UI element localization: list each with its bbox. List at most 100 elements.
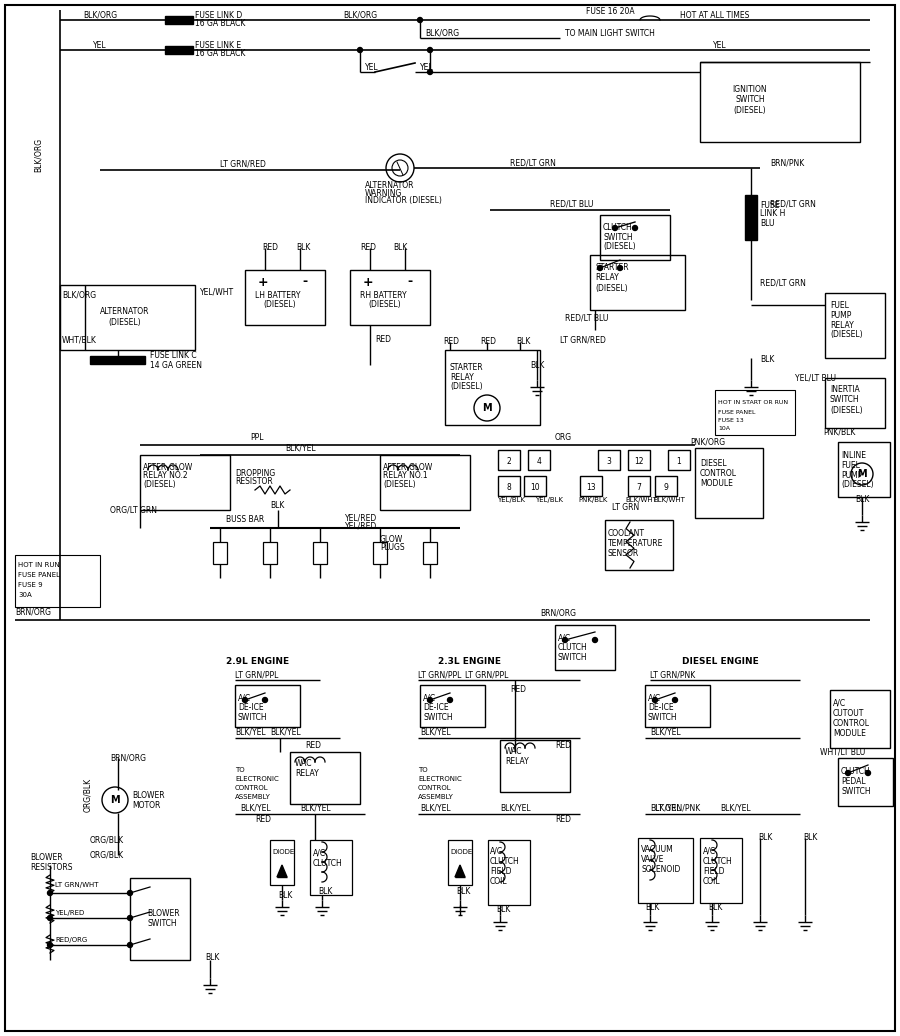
Text: BUSS BAR: BUSS BAR	[226, 516, 264, 524]
Text: 10: 10	[530, 484, 540, 492]
Text: (DIESEL): (DIESEL)	[830, 405, 862, 414]
Text: FUSE LINK C: FUSE LINK C	[150, 350, 196, 359]
Text: 13: 13	[586, 484, 596, 492]
Bar	[373, 542, 387, 564]
Text: 12: 12	[634, 458, 644, 466]
Text: BLK/YEL: BLK/YEL	[235, 727, 266, 737]
Text: YEL/BLK: YEL/BLK	[535, 497, 563, 503]
Text: A/C: A/C	[490, 846, 503, 856]
Circle shape	[428, 697, 433, 702]
Text: TO: TO	[235, 767, 245, 773]
Text: FUSE LINK E: FUSE LINK E	[195, 40, 241, 50]
Bar	[500, 740, 570, 792]
Polygon shape	[455, 865, 465, 877]
Text: DIESEL: DIESEL	[700, 459, 726, 467]
Text: BLK/YEL: BLK/YEL	[650, 727, 680, 737]
Text: A/C: A/C	[313, 848, 326, 858]
Bar	[420, 685, 485, 727]
Text: LT GRN/RED: LT GRN/RED	[220, 160, 266, 169]
Text: LT GRN/WHT: LT GRN/WHT	[55, 882, 98, 888]
Text: LT GRN/PNK: LT GRN/PNK	[655, 804, 700, 812]
Text: YEL: YEL	[94, 40, 107, 50]
Text: BLK/ORG: BLK/ORG	[343, 10, 377, 20]
Text: YEL/RED: YEL/RED	[55, 910, 85, 916]
Bar	[628, 450, 650, 470]
Text: INERTIA: INERTIA	[830, 385, 860, 395]
Text: BLK: BLK	[645, 903, 660, 913]
Text: YEL/RED: YEL/RED	[345, 514, 377, 522]
Text: BLK/WHT: BLK/WHT	[653, 497, 685, 503]
Text: FUSE 16 20A: FUSE 16 20A	[586, 7, 634, 17]
Text: COIL: COIL	[703, 876, 721, 886]
Text: ASSEMBLY: ASSEMBLY	[235, 794, 271, 800]
Text: PUMP: PUMP	[841, 470, 862, 480]
Text: SWITCH: SWITCH	[238, 714, 267, 722]
Text: 16 GA BLACK: 16 GA BLACK	[195, 19, 246, 28]
Text: CONTROL: CONTROL	[235, 785, 268, 792]
Text: (DIESEL): (DIESEL)	[263, 300, 295, 310]
Text: +: +	[363, 276, 374, 288]
Bar	[85, 285, 195, 350]
Text: FUSE LINK D: FUSE LINK D	[195, 10, 242, 20]
Bar	[715, 390, 795, 435]
Text: PNK/BLK: PNK/BLK	[578, 497, 608, 503]
Text: LH BATTERY: LH BATTERY	[255, 290, 301, 299]
Text: BLK/YEL: BLK/YEL	[240, 804, 271, 812]
Circle shape	[866, 771, 870, 776]
Text: RED/ORG: RED/ORG	[55, 937, 87, 943]
Text: BLK/YEL: BLK/YEL	[650, 804, 680, 812]
Text: -: -	[407, 276, 412, 288]
Text: 3: 3	[607, 458, 611, 466]
Bar	[445, 350, 540, 425]
Text: FUSE PANEL: FUSE PANEL	[718, 409, 755, 414]
Text: LT GRN/PPL: LT GRN/PPL	[465, 670, 508, 680]
Circle shape	[48, 916, 52, 921]
Text: LT GRN/RED: LT GRN/RED	[560, 336, 606, 345]
Text: STARTER: STARTER	[450, 364, 483, 373]
Text: (DIESEL): (DIESEL)	[383, 481, 416, 489]
Bar	[165, 16, 193, 24]
Bar	[628, 476, 650, 496]
Text: LT GRN/PPL: LT GRN/PPL	[418, 670, 462, 680]
Text: 2.9L ENGINE: 2.9L ENGINE	[227, 658, 290, 666]
Text: SENSOR: SENSOR	[608, 548, 639, 557]
Text: 2.3L ENGINE: 2.3L ENGINE	[438, 658, 501, 666]
Circle shape	[128, 916, 132, 921]
Text: WAC: WAC	[505, 748, 523, 756]
Text: YEL: YEL	[365, 62, 379, 71]
Circle shape	[613, 226, 617, 230]
Text: FUEL: FUEL	[830, 300, 849, 310]
Circle shape	[851, 463, 873, 485]
Bar	[638, 838, 693, 903]
Text: BLU: BLU	[760, 219, 775, 228]
Text: BLK/YEL: BLK/YEL	[270, 727, 301, 737]
Text: BLK/ORG: BLK/ORG	[83, 10, 117, 20]
Text: BLK/YEL: BLK/YEL	[420, 804, 451, 812]
Text: CLUTCH: CLUTCH	[313, 859, 343, 867]
Text: SWITCH: SWITCH	[735, 95, 765, 105]
Text: RELAY: RELAY	[830, 320, 854, 329]
Bar	[423, 542, 437, 564]
Text: PNK/BLK: PNK/BLK	[823, 428, 855, 436]
Text: CUTOUT: CUTOUT	[833, 709, 864, 718]
Text: STARTER: STARTER	[595, 263, 628, 272]
Circle shape	[617, 265, 623, 270]
Text: BLOWER: BLOWER	[147, 909, 180, 918]
Text: SWITCH: SWITCH	[830, 396, 860, 404]
Text: RED: RED	[555, 741, 571, 749]
Text: FIELD: FIELD	[703, 866, 724, 875]
Circle shape	[447, 697, 453, 702]
Text: M: M	[857, 469, 867, 479]
Text: ORG/BLK: ORG/BLK	[90, 835, 124, 844]
Bar	[350, 270, 430, 325]
Text: SOLENOID: SOLENOID	[641, 865, 680, 874]
Text: BLK/YEL: BLK/YEL	[500, 804, 531, 812]
Text: HOT IN START OR RUN: HOT IN START OR RUN	[718, 400, 788, 404]
Text: BLK: BLK	[456, 888, 471, 896]
Text: SWITCH: SWITCH	[603, 232, 633, 241]
Text: (DIESEL): (DIESEL)	[143, 481, 176, 489]
Text: MODULE: MODULE	[833, 728, 866, 738]
Circle shape	[428, 48, 433, 53]
Text: PLUGS: PLUGS	[380, 544, 405, 552]
Text: RELAY: RELAY	[595, 274, 619, 283]
